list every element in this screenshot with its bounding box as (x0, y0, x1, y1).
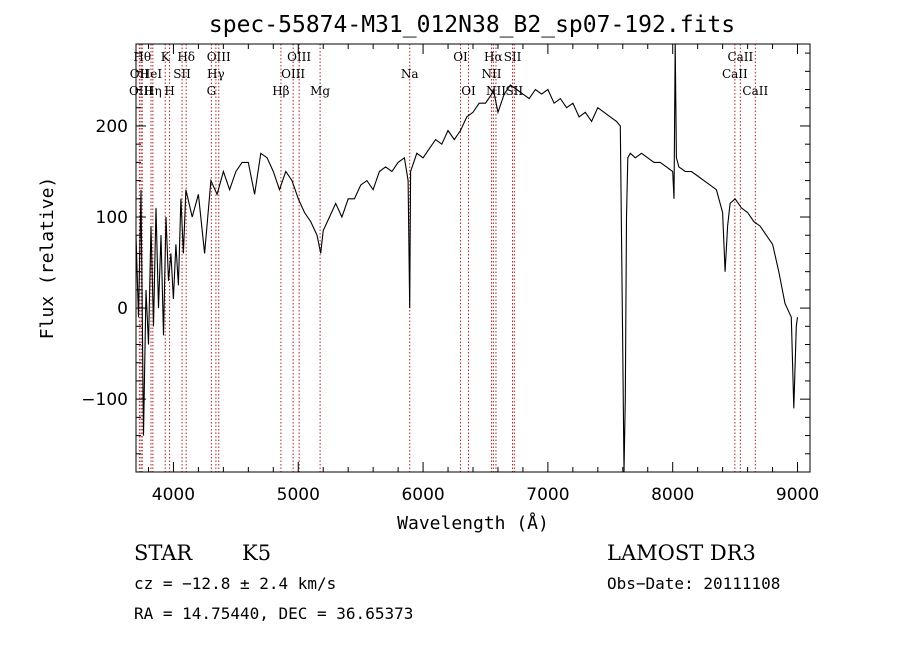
line-marker-label-23: SII (505, 84, 523, 98)
line-marker-label-20: Hα (484, 50, 503, 64)
y-tick-label-2: 100 (96, 208, 128, 228)
obs-date: Obs−Date: 20111108 (607, 574, 780, 593)
y-axis-label: Flux (relative) (37, 177, 58, 340)
line-marker-label-14: OIII (287, 50, 311, 64)
x-axis-ticks: 4000 5000 6000 7000 8000 9000 (147, 44, 819, 505)
x-tick-label-4: 8000 (651, 485, 694, 505)
x-tick-label-3: 7000 (526, 485, 569, 505)
line-marker-label-13: OIII (281, 67, 305, 81)
line-marker-label-4: HeI (140, 67, 163, 81)
line-marker-label-26: CaII (742, 84, 768, 98)
line-marker-label-2: OIII (129, 84, 153, 98)
line-marker-label-6: H (164, 84, 174, 98)
line-marker-label-3: Hη (144, 84, 162, 98)
line-marker-label-11: OIII (207, 50, 231, 64)
x-tick-label-5: 9000 (776, 485, 819, 505)
line-marker-label-10: Hγ (207, 67, 225, 81)
line-marker-label-24: CaII (722, 67, 748, 81)
y-tick-label-3: 200 (96, 117, 128, 137)
plot-frame (135, 43, 811, 473)
object-class: STAR (134, 541, 193, 565)
object-subclass: K5 (242, 541, 271, 565)
line-marker-label-18: OI (461, 84, 476, 98)
flux-series-line (135, 43, 799, 473)
x-tick-label-2: 6000 (401, 485, 444, 505)
line-marker-label-9: G (207, 84, 217, 98)
y-tick-label-1: 0 (117, 299, 128, 319)
line-marker-label-19: NII (481, 67, 501, 81)
line-marker-label-17: OI (453, 50, 468, 64)
coordinates: RA = 14.75440, DEC = 36.65373 (134, 604, 413, 623)
line-marker-label-16: Na (401, 67, 419, 81)
x-axis-label: Wavelength (Å) (397, 512, 549, 534)
line-marker-label-0: OII (130, 67, 150, 81)
line-marker-labels: OIIHθOIIIHηHeIKHSIIHδGHγOIIIHβOIIIOIIIMg… (129, 50, 769, 98)
redshift-cz: cz = −12.8 ± 2.4 km/s (134, 574, 336, 593)
line-marker-label-15: Mg (310, 84, 330, 98)
line-marker-label-7: SII (173, 67, 191, 81)
x-tick-label-0: 4000 (152, 485, 195, 505)
x-tick-label-1: 5000 (277, 485, 320, 505)
y-axis-ticks: −100 0 100 200 (81, 52, 810, 455)
line-marker-label-12: Hβ (272, 84, 289, 98)
survey-name: LAMOST DR3 (607, 541, 756, 565)
chart-title: spec-55874-M31_012N38_B2_sp07-192.fits (209, 12, 735, 38)
y-tick-label-0: −100 (81, 390, 128, 410)
line-marker-label-25: CaII (727, 50, 753, 64)
line-marker-label-22: SII (504, 50, 522, 64)
line-markers (138, 44, 756, 472)
line-marker-label-8: Hδ (177, 50, 195, 64)
line-marker-label-5: K (161, 50, 171, 64)
